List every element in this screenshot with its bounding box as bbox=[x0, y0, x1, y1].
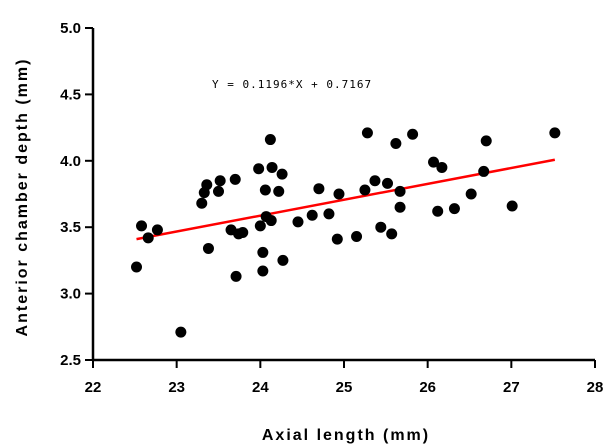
data-point bbox=[407, 128, 419, 140]
data-point bbox=[230, 270, 242, 282]
data-point bbox=[214, 175, 226, 187]
data-point bbox=[506, 200, 518, 212]
data-point bbox=[142, 232, 154, 244]
y-tick-label: 3.5 bbox=[60, 219, 81, 236]
data-point bbox=[229, 173, 241, 185]
data-point bbox=[306, 209, 318, 221]
x-tick-label: 23 bbox=[168, 379, 185, 396]
data-point bbox=[151, 224, 163, 236]
data-point bbox=[480, 135, 492, 147]
y-tick-label: 3.0 bbox=[60, 286, 81, 303]
data-point bbox=[432, 205, 444, 217]
data-point bbox=[257, 265, 269, 277]
data-point bbox=[351, 230, 363, 242]
x-tick-label: 24 bbox=[252, 379, 269, 396]
x-tick-label: 28 bbox=[587, 379, 604, 396]
x-tick-label: 26 bbox=[419, 379, 436, 396]
data-point bbox=[292, 216, 304, 228]
regression-equation: Y = 0.1196*X + 0.7167 bbox=[212, 78, 372, 91]
data-point bbox=[465, 188, 477, 200]
data-point bbox=[273, 185, 285, 197]
data-point bbox=[361, 127, 373, 139]
data-point bbox=[478, 165, 490, 177]
y-tick-label: 4.5 bbox=[60, 86, 81, 103]
data-point bbox=[276, 168, 288, 180]
data-point bbox=[201, 179, 213, 191]
data-point bbox=[359, 184, 371, 196]
data-point bbox=[428, 156, 440, 168]
y-tick-label: 2.5 bbox=[60, 352, 81, 369]
data-point bbox=[436, 161, 448, 173]
data-point bbox=[254, 220, 266, 232]
data-point bbox=[369, 175, 381, 187]
data-point bbox=[253, 163, 265, 175]
x-tick-label: 22 bbox=[85, 379, 102, 396]
data-point bbox=[331, 233, 343, 245]
x-axis-title: Axial length (mm) bbox=[262, 427, 430, 444]
data-point bbox=[448, 203, 460, 215]
data-point bbox=[549, 127, 561, 139]
y-tick-label: 5.0 bbox=[60, 20, 81, 37]
plot-area: 2.5 3.0 3.5 4.0 4.5 5.0 22 23 24 25 26 27 28 bbox=[60, 20, 603, 396]
data-point bbox=[202, 242, 214, 254]
data-point bbox=[196, 197, 208, 209]
data-point bbox=[323, 208, 335, 220]
data-point bbox=[266, 161, 278, 173]
data-point bbox=[333, 188, 345, 200]
data-point bbox=[257, 246, 269, 258]
data-point bbox=[386, 228, 398, 240]
data-point bbox=[382, 177, 394, 189]
data-point bbox=[390, 138, 402, 150]
data-point bbox=[394, 185, 406, 197]
data-point bbox=[277, 254, 289, 266]
x-tick-label: 25 bbox=[336, 379, 353, 396]
data-point bbox=[265, 215, 277, 227]
data-point bbox=[375, 221, 387, 233]
data-point bbox=[131, 261, 143, 273]
data-point bbox=[175, 326, 187, 338]
data-point bbox=[394, 201, 406, 213]
x-tick-label: 27 bbox=[503, 379, 520, 396]
data-point bbox=[237, 227, 249, 239]
data-point bbox=[213, 185, 224, 197]
data-point bbox=[259, 184, 271, 196]
y-axis-title: Anterior chamber depth (mm) bbox=[14, 58, 31, 337]
y-tick-label: 4.0 bbox=[60, 153, 81, 170]
data-point bbox=[264, 134, 276, 146]
data-point bbox=[313, 183, 325, 195]
data-point bbox=[136, 220, 148, 232]
